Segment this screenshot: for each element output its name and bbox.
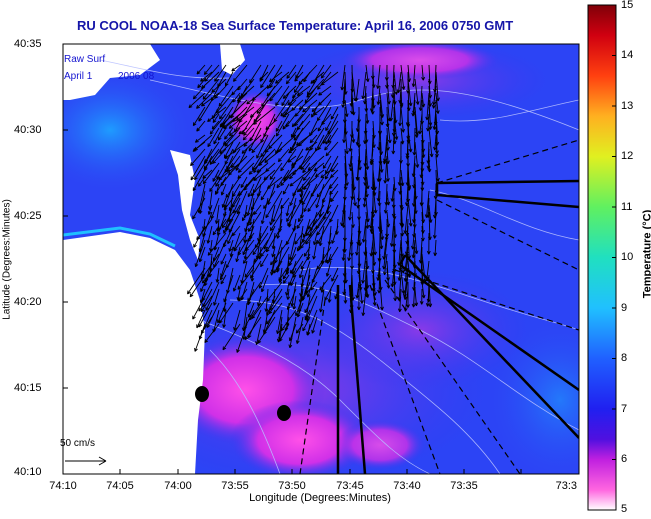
colorbar-tick-label: 8 (621, 352, 628, 364)
x-tick-label: 74:05 (106, 480, 134, 492)
overlay-label-1: Raw Surf (64, 54, 106, 65)
scale-label: 50 cm/s (60, 438, 96, 449)
x-tick-label: 74:00 (164, 480, 192, 492)
station-marker (195, 386, 209, 402)
colorbar-tick-label: 15 (621, 0, 634, 11)
x-tick-label: 74:10 (49, 480, 77, 492)
x-tick-label: 73:45 (336, 480, 364, 492)
x-tick-label: 73:35 (450, 480, 478, 492)
colorbar-tick-label: 14 (621, 49, 634, 61)
colorbar-label: Temperature (°C) (641, 209, 651, 299)
colorbar-tick-label: 9 (621, 302, 628, 314)
x-tick-label: 73:3 (555, 480, 577, 492)
y-tick-label: 40:20 (14, 296, 42, 308)
colorbar-tick-label: 11 (621, 201, 633, 213)
colorbar-tick-label: 5 (621, 503, 628, 515)
y-tick-label: 40:15 (14, 382, 42, 394)
plot-frame (62, 43, 580, 475)
y-tick-label: 40:10 (14, 466, 42, 478)
colorbar-tick-label: 10 (621, 251, 634, 263)
y-tick-label: 40:30 (14, 124, 42, 136)
colorbar-tick-label: 12 (621, 150, 634, 162)
x-axis-label: Longitude (Degrees:Minutes) (249, 492, 391, 504)
station-marker (277, 405, 291, 421)
domain-lines (299, 139, 579, 474)
colorbar-tick-label: 7 (621, 403, 628, 415)
land-staten-island (63, 44, 160, 100)
x-tick-label: 73:55 (221, 480, 249, 492)
map-title: RU COOL NOAA-18 Sea Surface Temperature:… (77, 18, 514, 33)
y-tick-label: 40:35 (14, 38, 42, 50)
colorbar-tick-label: 13 (621, 100, 634, 112)
overlay-label-2b: 2006 08 (118, 71, 155, 82)
y-axis-label: Latitude (Degrees:Minutes) (1, 199, 13, 320)
current-vectors (187, 64, 440, 353)
x-tick-label: 73:40 (393, 480, 421, 492)
colorbar (587, 4, 617, 511)
overlay-label-2: April 1 (64, 71, 93, 82)
plot-area (63, 44, 579, 474)
y-tick-label: 40:25 (14, 210, 42, 222)
colorbar-ticks (612, 4, 616, 460)
tick-marks (62, 43, 522, 475)
colorbar-tick-label: 6 (621, 453, 628, 465)
x-tick-label: 73:50 (278, 480, 306, 492)
scale-arrow (65, 456, 107, 466)
